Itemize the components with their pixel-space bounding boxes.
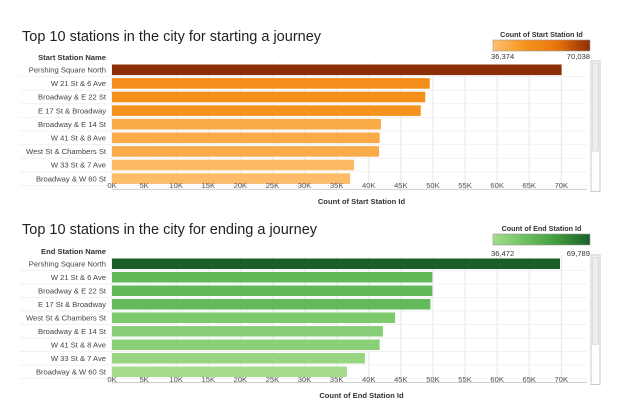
category-label: W 33 St & 7 Ave xyxy=(51,161,106,170)
category-label: W 33 St & 7 Ave xyxy=(51,354,106,363)
category-label: W 21 St & 6 Ave xyxy=(51,79,106,88)
legend-max-label: 70,038 xyxy=(567,52,590,61)
x-tick-label: 30K xyxy=(298,181,312,190)
x-axis-title: Count of Start Station Id xyxy=(318,197,406,206)
color-legend: Count of End Station Id 36,472 69,789 xyxy=(491,224,591,258)
legend-gradient-bar xyxy=(492,233,591,246)
bar[interactable] xyxy=(112,258,560,270)
category-label: Broadway & E 14 St xyxy=(38,327,107,336)
chart-0: Top 10 stations in the city for starting… xyxy=(20,29,601,206)
x-tick-label: 5K xyxy=(139,181,148,190)
x-tick-label: 10K xyxy=(169,181,183,190)
category-label: West St & Chambers St xyxy=(26,313,107,322)
bar[interactable] xyxy=(112,173,351,184)
bar[interactable] xyxy=(112,118,381,130)
bar[interactable] xyxy=(112,132,380,144)
bar[interactable] xyxy=(112,272,433,283)
category-label: W 41 St & 8 Ave xyxy=(51,340,106,349)
bar[interactable] xyxy=(112,146,380,157)
legend-max-label: 69,789 xyxy=(567,249,590,258)
x-tick-label: 40K xyxy=(362,375,376,384)
x-tick-label: 35K xyxy=(330,181,344,190)
legend-title: Count of Start Station Id xyxy=(500,30,583,39)
x-tick-label: 15K xyxy=(202,181,216,190)
bar[interactable] xyxy=(112,91,426,103)
category-label: Broadway & E 22 St xyxy=(38,93,107,102)
category-label: E 17 St & Broadway xyxy=(38,300,106,309)
x-tick-label: 40K xyxy=(362,181,376,190)
x-tick-label: 25K xyxy=(266,375,280,384)
x-tick-label: 50K xyxy=(426,375,440,384)
bar[interactable] xyxy=(112,159,354,171)
category-label: E 17 St & Broadway xyxy=(38,106,106,115)
x-tick-label: 0K xyxy=(107,375,116,384)
x-tick-label: 20K xyxy=(234,375,248,384)
bar[interactable] xyxy=(112,312,396,324)
x-axis-title: Count of End Station Id xyxy=(319,391,404,400)
x-tick-label: 25K xyxy=(266,181,280,190)
x-tick-label: 50K xyxy=(426,181,440,190)
legend-title: Count of End Station Id xyxy=(502,224,582,233)
scrollbar-thumb[interactable] xyxy=(592,62,599,152)
category-label: W 21 St & 6 Ave xyxy=(51,273,106,282)
bar[interactable] xyxy=(112,299,431,310)
chart-1: Top 10 stations in the city for ending a… xyxy=(20,222,601,400)
x-tick-label: 20K xyxy=(234,181,248,190)
row-header: Start Station Name xyxy=(38,53,106,62)
category-label: Broadway & W 60 St xyxy=(36,367,107,376)
category-label: Broadway & W 60 St xyxy=(36,174,107,183)
x-tick-label: 55K xyxy=(458,181,472,190)
x-tick-label: 45K xyxy=(394,375,408,384)
x-tick-label: 65K xyxy=(522,375,536,384)
x-tick-label: 5K xyxy=(139,375,148,384)
category-label: Pershing Square North xyxy=(29,259,106,268)
row-header: End Station Name xyxy=(41,247,106,256)
x-tick-label: 70K xyxy=(555,181,569,190)
x-tick-label: 0K xyxy=(107,181,116,190)
x-tick-label: 35K xyxy=(330,375,344,384)
chart-title: Top 10 stations in the city for starting… xyxy=(22,29,322,45)
bar[interactable] xyxy=(112,64,562,76)
bar[interactable] xyxy=(112,339,380,351)
legend-min-label: 36,472 xyxy=(491,249,514,258)
x-tick-label: 60K xyxy=(490,181,504,190)
scrollbar-thumb[interactable] xyxy=(592,256,599,345)
color-legend: Count of Start Station Id 36,374 70,038 xyxy=(491,30,591,61)
bar[interactable] xyxy=(112,78,430,89)
bar[interactable] xyxy=(112,366,347,378)
legend-min-label: 36,374 xyxy=(491,52,514,61)
x-tick-label: 45K xyxy=(394,181,408,190)
x-tick-label: 15K xyxy=(202,375,216,384)
chart-title: Top 10 stations in the city for ending a… xyxy=(22,222,318,238)
category-label: Broadway & E 22 St xyxy=(38,286,107,295)
category-label: W 41 St & 8 Ave xyxy=(51,134,106,143)
x-tick-label: 65K xyxy=(522,181,536,190)
category-label: Broadway & E 14 St xyxy=(38,120,107,129)
x-tick-label: 30K xyxy=(298,375,312,384)
category-label: West St & Chambers St xyxy=(26,147,107,156)
x-tick-label: 60K xyxy=(490,375,504,384)
bar[interactable] xyxy=(112,285,433,297)
x-tick-label: 10K xyxy=(169,375,183,384)
x-tick-label: 55K xyxy=(458,375,472,384)
bar[interactable] xyxy=(112,105,421,116)
bar[interactable] xyxy=(112,353,365,364)
legend-gradient-bar xyxy=(492,39,591,52)
x-tick-label: 70K xyxy=(555,375,569,384)
category-label: Pershing Square North xyxy=(29,66,106,75)
bar[interactable] xyxy=(112,326,383,337)
